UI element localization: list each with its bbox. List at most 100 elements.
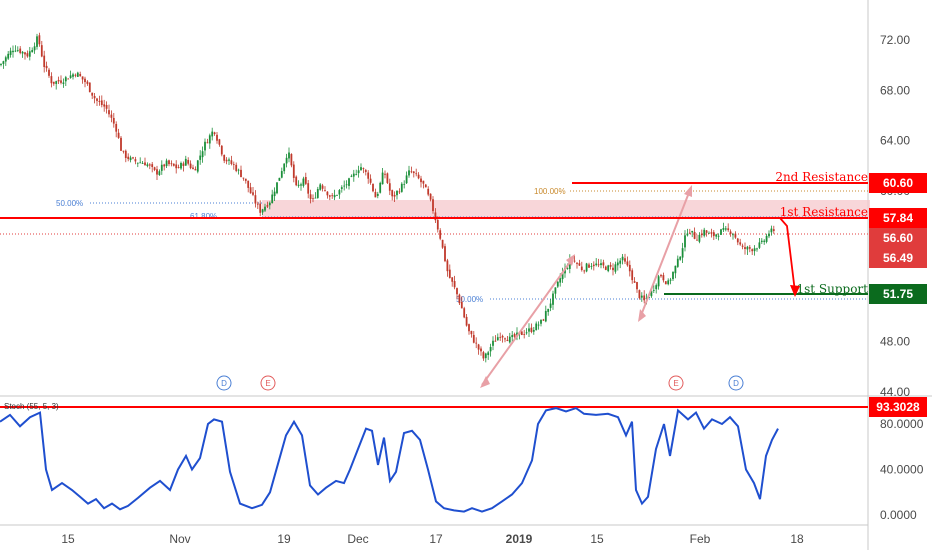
candle-body [396,191,398,196]
candle-body [199,155,202,160]
stoch-line [0,406,779,513]
time-tick-label: Nov [169,532,190,546]
candle-body [463,308,466,318]
candle-body [511,335,514,338]
candle-body [278,177,281,181]
candle-body [710,232,713,234]
candle-body [530,327,533,332]
candle-body [417,174,420,179]
fib-level-label: 100.00% [534,187,566,196]
candle-body [232,164,235,165]
candle-body [184,158,187,166]
candle-body [110,114,113,118]
candle-body [664,281,667,285]
candle-body [374,191,377,198]
candle-body [321,185,324,189]
time-tick-label: 19 [277,532,291,546]
candle-body [96,98,98,101]
candle-body [84,78,86,83]
candle-body [588,264,590,268]
candle-body [427,188,430,195]
candle-body [182,163,185,166]
candle-body [744,247,746,250]
candle-body [19,48,22,53]
candle-body [235,164,238,171]
candle-body [175,164,178,169]
candle-body [482,352,485,359]
candle-body [124,150,127,158]
candle-body [746,246,749,250]
candle-body [703,229,706,236]
event-marker-label: E [265,379,270,388]
fib-level-label: 61.80% [190,212,217,221]
candle-body [381,172,384,185]
r1-price-badge: 57.84 [883,211,913,225]
candle-body [684,235,686,248]
candle-body [333,194,336,198]
candle-body [583,270,586,272]
candle-body [604,266,607,270]
first-support-label: 1st Support [796,282,868,296]
candle-body [100,100,103,105]
candle-body [691,230,694,233]
candle-body [698,234,701,242]
candle-body [16,50,19,51]
candle-body [0,63,2,65]
candle-body [405,175,408,184]
candle-body [211,131,214,137]
candle-body [350,175,353,177]
candle-body [736,238,739,243]
candle-body [158,171,161,176]
candle-body [343,185,346,187]
candle-body [424,184,427,188]
price-tick-label: 44.00 [880,385,910,399]
candle-body [36,36,38,47]
candle-body [362,168,365,170]
candle-body [753,248,756,252]
stoch-tick-label: 80.0000 [880,417,924,431]
candle-body [652,290,655,291]
level-lines: 2nd Resistance 1st Resistance 1st Support [0,170,868,297]
candle-body [520,331,523,336]
candle-body [204,141,206,151]
candle-body [115,123,118,132]
candle-body [98,100,101,102]
candle-body [386,173,389,183]
candle-body [614,264,617,272]
candle-body [674,265,677,274]
candle-body [696,239,698,241]
candle-body [252,192,254,195]
arrowhead [480,376,490,388]
stoch-badge-bg [869,397,927,417]
candle-body [739,242,742,245]
candle-body [21,51,24,54]
first-resistance-label: 1st Resistance [780,205,868,219]
candle-body [434,212,437,221]
time-tick-label: Dec [347,532,368,546]
candle-body [290,154,293,166]
candle-body [532,330,535,332]
candle-body [91,92,94,96]
candle-body [688,232,691,234]
candle-body [578,263,581,266]
candle-body [624,258,626,262]
candle-body [679,256,682,260]
candle-body [470,330,473,335]
candle-body [336,194,338,196]
candle-body [772,229,775,231]
candle-body [420,178,422,183]
candle-body [348,178,350,186]
candle-body [170,163,173,165]
candle-body [508,336,511,343]
time-axis-ticks: 15 Nov 19 Dec 17 2019 15 Feb 18 [61,532,804,546]
candle-body [31,49,34,53]
candle-body [228,159,230,161]
candlestick-series [0,32,775,363]
price-badges: 60.60 57.84 56.60 56.49 51.75 [869,173,927,304]
event-marker-circle [668,375,684,391]
candle-body [566,267,569,269]
candle-body [242,177,245,179]
candle-body [412,171,415,174]
fib-level-label: 50.00% [56,199,83,208]
candle-body [276,182,278,194]
